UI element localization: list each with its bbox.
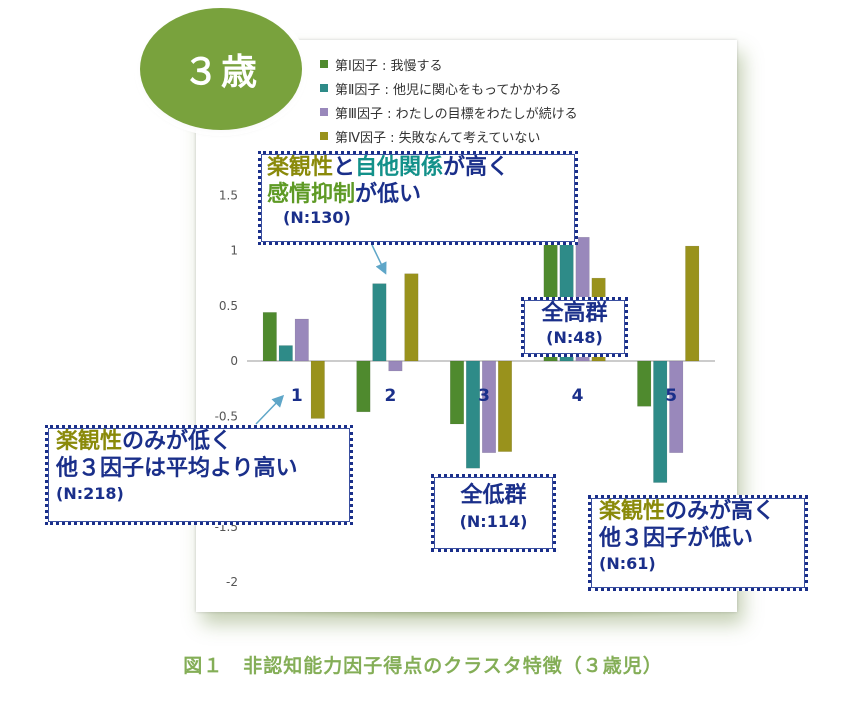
x-tick-label: 4 — [572, 386, 584, 406]
y-tick-label: 0.5 — [219, 299, 238, 313]
callout-cluster-5-n: (N:61) — [599, 554, 656, 573]
bar-cluster3-factor1 — [450, 360, 464, 425]
bar-cluster2-factor1 — [356, 360, 371, 413]
bar-cluster5-factor1 — [637, 360, 652, 407]
x-tick-label: 2 — [384, 386, 396, 406]
legend-item-factor1: 第Ⅰ因子 : 我慢する — [320, 52, 620, 76]
legend-label-factor3: 第Ⅲ因子 : わたしの目標をわたしが続ける — [335, 106, 578, 122]
bar-cluster1-factor4 — [310, 360, 325, 419]
callout-text: のみが低く — [122, 429, 233, 454]
bar-cluster1-factor3 — [294, 318, 309, 362]
y-tick-label: -0.5 — [215, 409, 238, 423]
age-badge: ３歳 — [140, 8, 302, 130]
callout-cluster-2-n: (N:130) — [283, 208, 351, 227]
callout-cluster-5-line1: 楽観性のみが高く — [591, 498, 805, 525]
legend-swatch-factor4 — [320, 132, 328, 140]
bar-cluster3-factor4 — [498, 360, 512, 452]
bar-cluster2-factor2 — [372, 283, 387, 362]
callout-cluster-5: 楽観性のみが高く 他３因子が低い (N:61) — [588, 495, 808, 591]
callout-cluster-1-line2: 他３因子は平均より高い — [56, 456, 298, 481]
callout-cluster-2-line2: 感情抑制が低い — [261, 181, 575, 208]
chart-legend: 第Ⅰ因子 : 我慢する 第Ⅱ因子 : 他児に関心をもってかかわる 第Ⅲ因子 : … — [320, 52, 620, 148]
legend-item-factor4: 第Ⅳ因子 : 失敗なんて考えていない — [320, 124, 620, 148]
x-tick-label: 1 — [291, 386, 303, 406]
legend-label-factor1: 第Ⅰ因子 : 我慢する — [335, 58, 443, 74]
callout-cluster-4: 全高群 (N:48) — [521, 297, 628, 357]
bar-cluster3-factor3 — [482, 360, 496, 453]
y-tick-label: 0 — [230, 354, 238, 368]
y-tick-label: 1 — [230, 244, 238, 258]
bar-cluster5-factor2 — [653, 360, 668, 483]
bar-cluster2-factor4 — [404, 273, 419, 362]
bar-cluster1-factor1 — [262, 312, 277, 362]
callout-cluster-1: 楽観性のみが低く 他３因子は平均より高い (N:218) — [45, 425, 353, 525]
bar-cluster1-factor2 — [278, 345, 293, 362]
callout-cluster-1-line1: 楽観性のみが低く — [48, 428, 350, 455]
x-tick-label: 3 — [478, 386, 490, 406]
bar-cluster5-factor4 — [685, 245, 700, 362]
legend-item-factor3: 第Ⅲ因子 : わたしの目標をわたしが続ける — [320, 100, 620, 124]
legend-item-factor2: 第Ⅱ因子 : 他児に関心をもってかかわる — [320, 76, 620, 100]
pointer-arrow-cluster-2 — [371, 244, 387, 275]
figure-caption: 図１ 非認知能力因子得点のクラスタ特徴（３歳児） — [183, 655, 663, 677]
callout-keyword-relations: 自他関係 — [355, 155, 444, 180]
callout-keyword-emotion-control: 感情抑制 — [267, 182, 356, 207]
callout-keyword-optimism: 楽観性 — [267, 155, 334, 180]
callout-keyword-optimism: 楽観性 — [599, 499, 666, 524]
pointer-arrow-cluster-1 — [255, 394, 285, 425]
age-badge-label: ３歳 — [182, 52, 259, 93]
callout-cluster-3: 全低群 (N:114) — [431, 474, 556, 552]
callout-text: が低い — [355, 182, 422, 207]
callout-cluster-4-line1: 全高群 — [541, 301, 608, 326]
callout-cluster-2: 楽観性と自他関係が高く 感情抑制が低い (N:130) — [258, 151, 578, 245]
callout-text: のみが高く — [665, 499, 776, 524]
legend-label-factor4: 第Ⅳ因子 : 失敗なんて考えていない — [335, 130, 541, 146]
legend-swatch-factor3 — [320, 108, 328, 116]
callout-cluster-3-line1: 全低群 — [460, 483, 527, 508]
bar-cluster2-factor3 — [388, 360, 403, 372]
callout-text: が高く — [443, 155, 510, 180]
callout-text: と — [333, 155, 356, 180]
y-tick-label: -2 — [226, 575, 238, 589]
legend-swatch-factor1 — [320, 60, 328, 68]
x-tick-label: 5 — [665, 386, 677, 406]
legend-label-factor2: 第Ⅱ因子 : 他児に関心をもってかかわる — [335, 82, 562, 98]
callout-cluster-1-n: (N:218) — [56, 484, 124, 503]
bar-cluster5-factor3 — [669, 360, 684, 453]
legend-swatch-factor2 — [320, 84, 328, 92]
callout-cluster-3-n: (N:114) — [459, 512, 528, 531]
callout-keyword-optimism: 楽観性 — [56, 429, 123, 454]
bar-cluster3-factor2 — [466, 360, 480, 469]
callout-cluster-5-line2: 他３因子が低い — [599, 526, 754, 551]
callout-cluster-2-line1: 楽観性と自他関係が高く — [261, 154, 575, 181]
callout-cluster-4-n: (N:48) — [546, 328, 603, 347]
y-tick-label: 1.5 — [219, 188, 238, 202]
